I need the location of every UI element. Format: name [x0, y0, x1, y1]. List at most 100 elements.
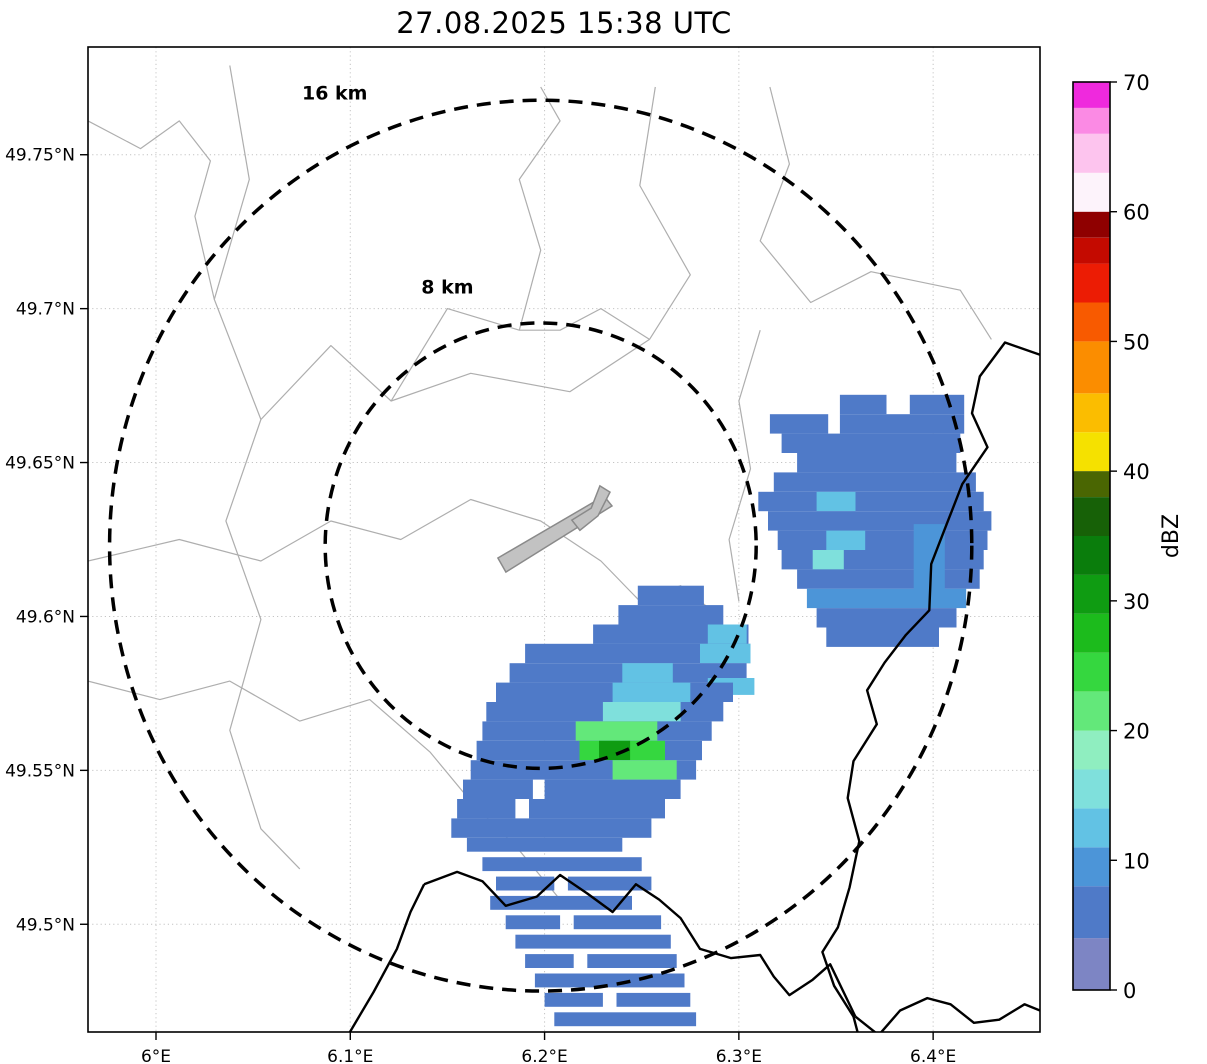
colorbar-frame	[1072, 81, 1111, 991]
radar-cell	[599, 740, 631, 761]
x-tick-label: 6.2°E	[521, 1047, 567, 1064]
colorbar-segment	[1073, 82, 1110, 108]
colorbar-axis-label: dBZ	[1159, 514, 1184, 558]
range-ring-label-16km: 16 km	[302, 82, 368, 104]
y-tick-label: 49.5°N	[16, 915, 75, 935]
colorbar-tick-label: 10	[1123, 849, 1150, 873]
radar-cell	[839, 414, 965, 434]
radar-cell	[618, 605, 724, 625]
colorbar-segment	[1073, 393, 1110, 433]
colorbar-segment	[1073, 497, 1110, 536]
colorbar-segment	[1073, 263, 1110, 303]
colorbar-tick-label: 50	[1123, 330, 1150, 354]
minor-boundary-line	[518, 86, 561, 331]
radar-cell	[573, 915, 662, 930]
colorbar-segment	[1073, 886, 1110, 939]
colorbar-segment	[1073, 237, 1110, 264]
x-tick-label: 6.3°E	[716, 1047, 762, 1064]
radar-cell	[587, 954, 677, 968]
radar-cell	[515, 934, 671, 949]
colorbar-segment	[1073, 133, 1110, 173]
x-tick-label: 6.4°E	[910, 1047, 956, 1064]
radar-cell	[816, 491, 856, 512]
radar-cell	[505, 915, 561, 930]
radar-cell	[773, 472, 976, 492]
radar-cell	[700, 643, 751, 664]
colorbar-segment	[1073, 302, 1110, 342]
colorbar-segment	[1073, 808, 1110, 848]
airport-runway-shape	[570, 484, 611, 532]
radar-cell	[632, 1031, 700, 1032]
colorbar-segment	[1073, 847, 1110, 887]
radar-cell	[622, 663, 673, 683]
radar-cell	[457, 799, 516, 819]
colorbar-segment	[1073, 107, 1110, 134]
colorbar-segment	[1073, 211, 1110, 238]
minor-boundary-line	[728, 330, 761, 602]
radar-cell	[909, 394, 965, 415]
radar-cell	[777, 530, 988, 550]
colorbar-tick-label: 20	[1123, 720, 1150, 744]
radar-cell	[826, 627, 939, 647]
radar-cell	[781, 433, 961, 453]
radar-cell	[525, 954, 574, 968]
radar-cell	[463, 779, 533, 799]
radar-cell	[816, 608, 957, 628]
y-tick-label: 49.7°N	[16, 300, 75, 320]
y-tick-label: 49.55°N	[5, 761, 75, 781]
minor-boundary-line	[390, 308, 650, 402]
colorbar-segment	[1073, 341, 1110, 394]
map-layer	[88, 65, 1040, 1032]
radar-cell	[812, 550, 844, 570]
radar-cell	[758, 491, 984, 512]
y-tick-label: 49.75°N	[5, 146, 75, 166]
colorbar-tick-label: 70	[1123, 71, 1150, 95]
radar-cell	[534, 973, 685, 988]
radar-cell	[567, 876, 652, 891]
colorbar-tick-label: 0	[1123, 979, 1136, 1003]
radar-cell	[839, 394, 887, 415]
radar-cell	[482, 857, 642, 872]
minor-boundary-line	[759, 86, 992, 340]
radar-cell	[554, 1012, 697, 1027]
radar-cell	[806, 588, 967, 609]
colorbar-segment	[1073, 652, 1110, 692]
radar-cell	[529, 799, 665, 819]
figure-title: 27.08.2025 15:38 UTC	[396, 6, 732, 40]
colorbar-segment	[1073, 730, 1110, 770]
radar-cell	[525, 643, 751, 664]
radar-cell	[637, 585, 704, 606]
x-tick-label: 6°E	[141, 1047, 171, 1064]
radar-cell	[451, 818, 652, 838]
range-ring-8km	[323, 321, 758, 771]
minor-boundary-line	[213, 65, 301, 870]
radar-cell	[575, 721, 658, 741]
major-boundary-line	[348, 883, 426, 1032]
colorbar-segment	[1073, 536, 1110, 575]
range-ring-16km	[107, 98, 974, 993]
colorbar-segment	[1073, 471, 1110, 497]
radar-cell	[564, 1031, 619, 1032]
minor-boundary-line	[260, 86, 691, 420]
radar-cell	[769, 414, 829, 434]
colorbar-segment	[1073, 432, 1110, 472]
colorbar-tick-label: 30	[1123, 590, 1150, 614]
colorbar-segment	[1073, 691, 1110, 731]
radar-cell	[544, 779, 681, 799]
radar-cell	[544, 992, 603, 1007]
y-tick-label: 49.6°N	[16, 607, 75, 627]
radar-cell	[612, 760, 677, 780]
colorbar-segment	[1073, 769, 1110, 809]
range-ring-label-8km: 8 km	[421, 276, 473, 298]
plot-frame	[87, 46, 1041, 1033]
radar-cell	[612, 682, 691, 702]
radar-cell	[707, 624, 747, 644]
colorbar-segment	[1073, 938, 1110, 990]
radar-cell	[496, 876, 555, 891]
radar-cell	[797, 569, 980, 589]
x-tick-label: 6.1°E	[327, 1047, 373, 1064]
major-boundary-line	[821, 341, 1040, 1032]
colorbar-segment	[1073, 172, 1110, 212]
